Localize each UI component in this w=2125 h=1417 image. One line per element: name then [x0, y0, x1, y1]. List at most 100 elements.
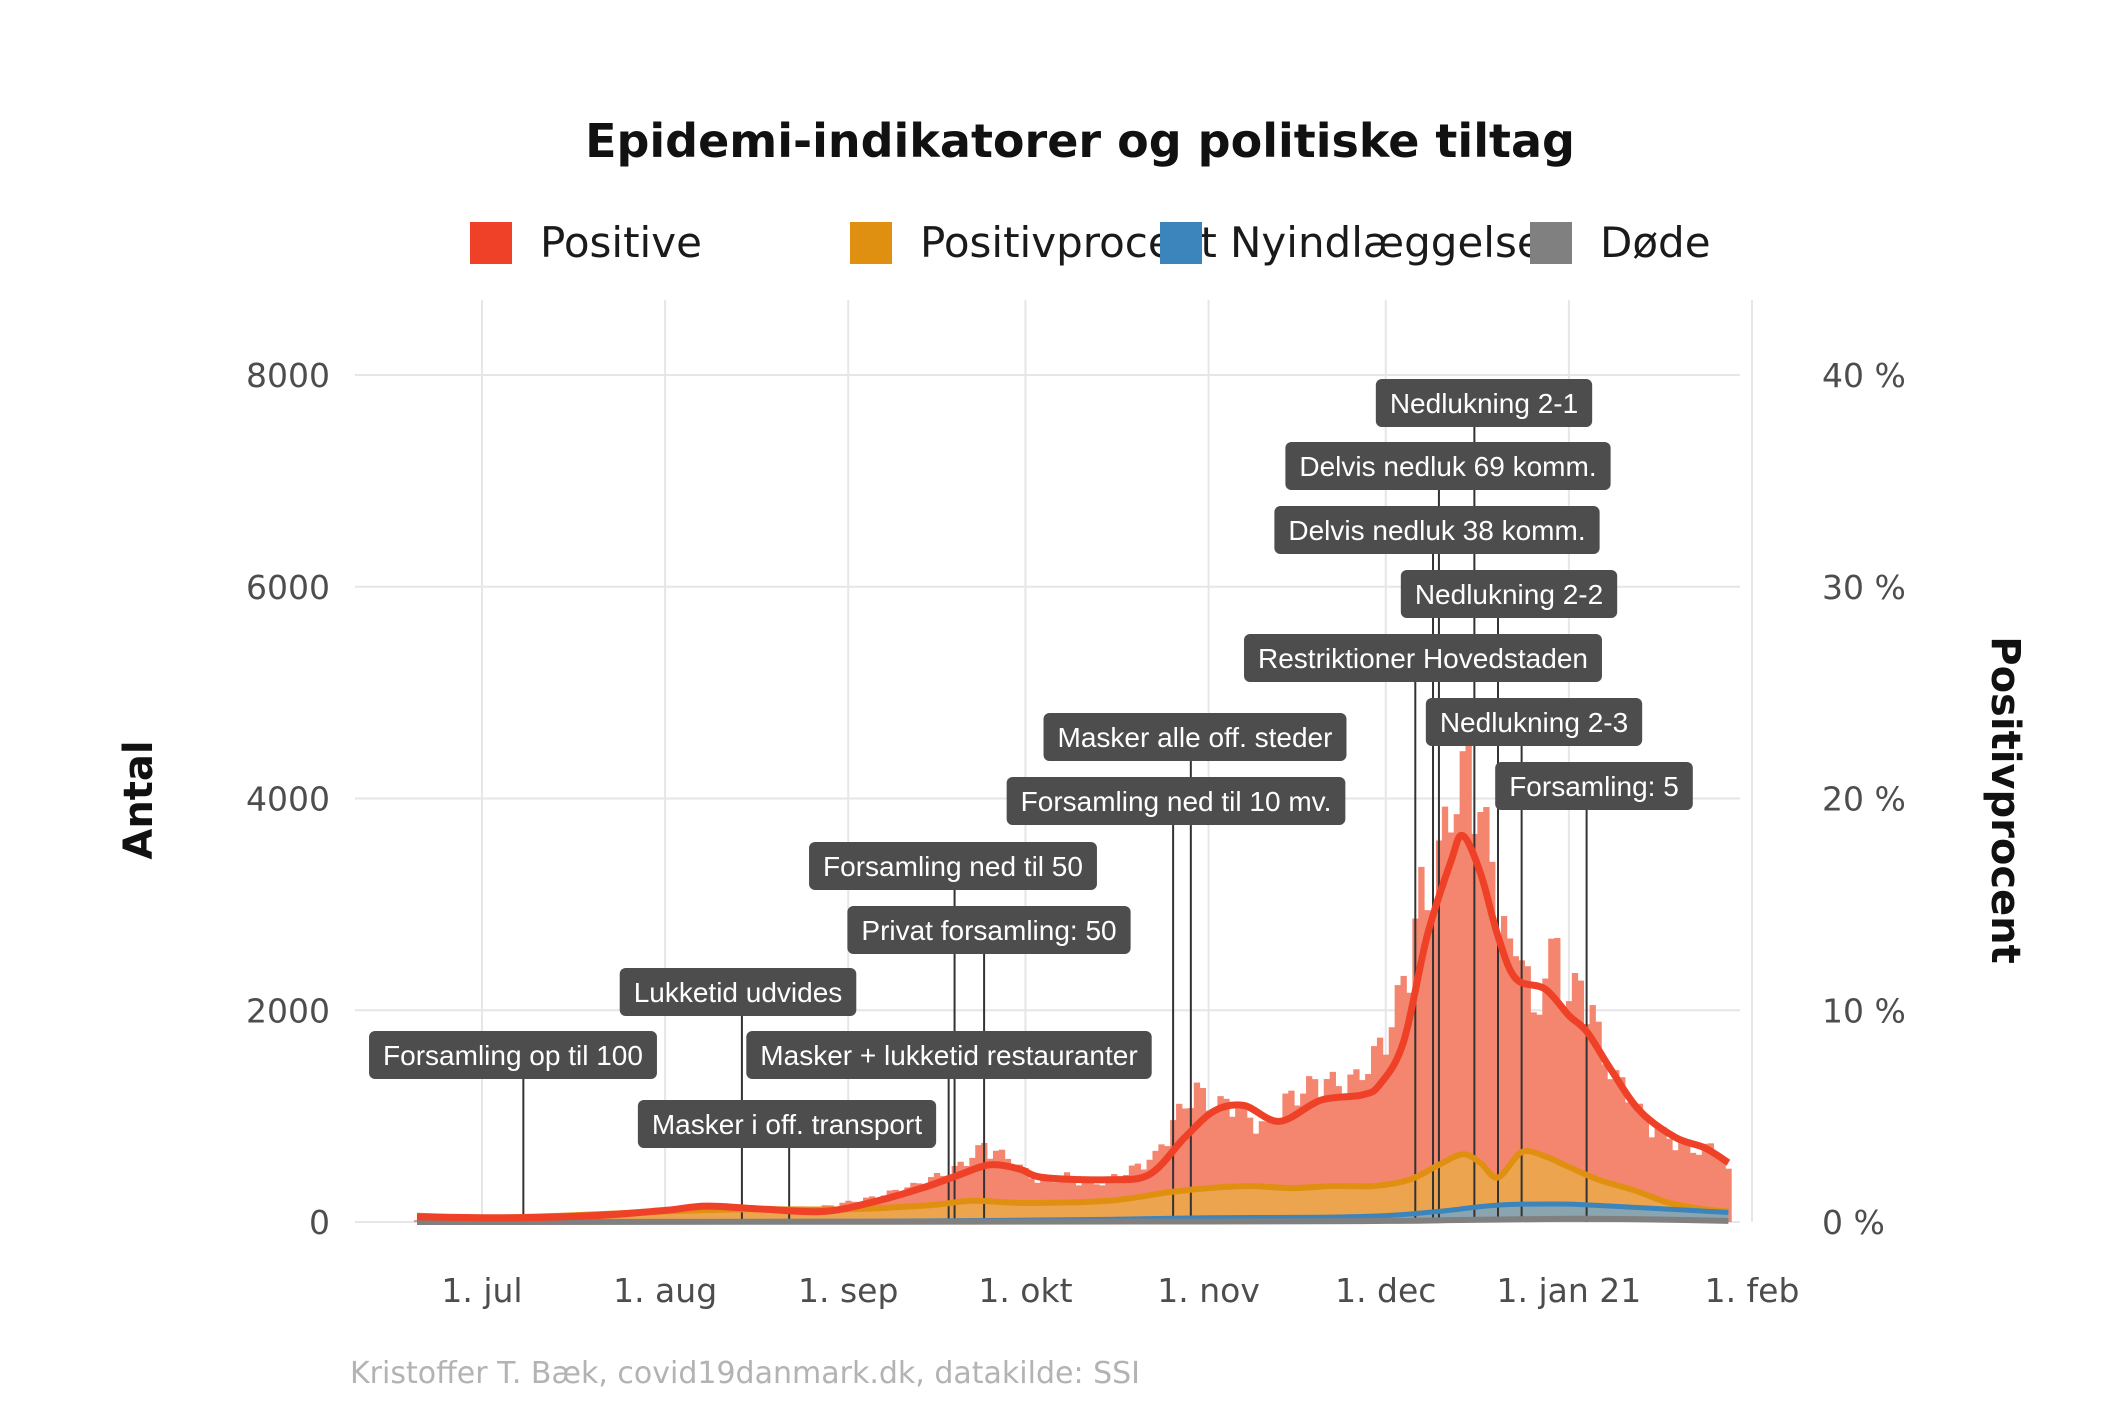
annotation-text: Delvis nedluk 69 komm. — [1299, 451, 1596, 482]
positive-bar — [969, 1157, 976, 1222]
positive-trend-line — [416, 832, 1731, 1222]
positive-bar — [1524, 966, 1531, 1222]
positive-bar — [1146, 1159, 1153, 1222]
legend-label-positive: Positive — [540, 218, 702, 267]
positive-bar — [1128, 1165, 1136, 1222]
y-tick-label: 0 — [309, 1203, 330, 1242]
positive-bar — [1619, 1077, 1626, 1222]
positive-bar — [998, 1149, 1006, 1222]
annotation-label: Masker alle off. steder — [1043, 713, 1347, 761]
y-right-tick-label: 20 % — [1822, 780, 1906, 819]
annotation-text: Privat forsamling: 50 — [861, 915, 1116, 946]
positive-bar — [1648, 1137, 1655, 1222]
positive-bar — [1477, 811, 1484, 1222]
positive-bar — [1394, 985, 1401, 1222]
positive-bar — [1506, 938, 1514, 1222]
positive-bar — [1376, 1037, 1384, 1222]
positive-bar — [1010, 1169, 1017, 1222]
positive-bar — [1453, 814, 1461, 1222]
positive-bar — [1347, 1074, 1354, 1222]
positive-bar — [1424, 910, 1431, 1222]
positive-bar — [1689, 1152, 1697, 1222]
y-right-tick-label: 10 % — [1822, 991, 1906, 1030]
positive-bar — [1288, 1090, 1295, 1222]
positive-bar — [1613, 1070, 1620, 1222]
positive-bar — [992, 1150, 1000, 1222]
positive-bar — [1241, 1103, 1248, 1222]
y-tick-label: 6000 — [246, 568, 330, 607]
positive-bar — [1016, 1164, 1023, 1222]
legend-key-positive — [470, 222, 512, 264]
annotation-box — [1006, 777, 1346, 825]
annotation-box — [1400, 570, 1618, 618]
annotation-text: Forsamling: 5 — [1509, 771, 1679, 802]
positivprocent-area — [417, 1150, 1729, 1222]
chart-title: Epidemi-indikatorer og politiske tiltag — [585, 114, 1575, 168]
series-lines — [416, 832, 1731, 1225]
annotation-labels: Forsamling op til 100 Masker i off. trans… — [369, 379, 1693, 1148]
positive-bar — [1512, 956, 1520, 1222]
x-tick-label: 1. jan 21 — [1497, 1271, 1642, 1310]
positive-bar — [939, 1175, 947, 1222]
annotation-label: Delvis nedluk 38 komm. — [1274, 506, 1600, 554]
positive-bar — [987, 1158, 994, 1222]
positive-bar — [1489, 861, 1496, 1222]
legend-label-nyindl-ggelser: Nyindlæggelser — [1230, 218, 1561, 267]
positive-bar — [1642, 1114, 1650, 1222]
annotation-label: Forsamling op til 100 — [369, 1031, 657, 1079]
positive-bar — [1069, 1176, 1077, 1222]
positive-bar — [1365, 1074, 1372, 1222]
series-areas — [417, 1150, 1729, 1222]
y-axis-left-ticks: 0 2000 4000 6000 8000 — [246, 356, 330, 1242]
y-right-tick-label: 30 % — [1822, 568, 1906, 607]
positive-bar — [1359, 1080, 1366, 1222]
annotation-box — [1495, 762, 1693, 810]
y-tick-label: 2000 — [246, 991, 330, 1030]
annotation-label: Forsamling: 5 — [1495, 762, 1693, 810]
positive-bar — [1040, 1176, 1047, 1222]
positive-bar — [1571, 972, 1579, 1222]
positive-bar — [1063, 1172, 1071, 1222]
positive-bar — [1701, 1143, 1709, 1222]
annotation-label: Forsamling ned til 10 mv. — [1006, 777, 1346, 825]
positive-bar — [1565, 1001, 1573, 1222]
positive-bar — [957, 1161, 964, 1222]
annotation-label: Nedlukning 2-1 — [1375, 379, 1593, 427]
positive-bar — [1607, 1079, 1614, 1222]
positive-bar — [1217, 1096, 1224, 1222]
positive-bar — [1577, 980, 1585, 1222]
annotation-text: Masker alle off. steder — [1058, 722, 1333, 753]
positive-bar — [1046, 1176, 1053, 1222]
positive-bar — [1684, 1141, 1691, 1222]
annotation-text: Forsamling op til 100 — [383, 1040, 643, 1071]
annotation-box — [619, 968, 857, 1016]
annotation-box — [1425, 698, 1643, 746]
positive-bar — [1560, 1007, 1567, 1222]
positive-bar — [1630, 1104, 1638, 1222]
annotation-label: Lukketid udvides — [619, 968, 857, 1016]
y-tick-label: 8000 — [246, 356, 330, 395]
positive-bar — [1341, 1098, 1348, 1222]
annotation-label: Restriktioner Hovedstaden — [1244, 634, 1602, 682]
annotation-box — [1274, 506, 1600, 554]
x-axis-ticks: 1. jul 1. aug 1. sep 1. okt 1. nov 1. dec 1. j… — [441, 1271, 1799, 1310]
annotation-label: Privat forsamling: 50 — [847, 906, 1131, 954]
positive-bar — [1371, 1046, 1378, 1222]
positive-bar — [1329, 1071, 1336, 1222]
annotation-text: Nedlukning 2-2 — [1415, 579, 1603, 610]
positive-bar — [1418, 866, 1425, 1222]
positive-bar — [1158, 1144, 1165, 1222]
positive-bar — [1660, 1127, 1667, 1222]
positive-bar — [1335, 1086, 1342, 1222]
positive-bar — [1725, 1168, 1732, 1222]
positive-bar — [1548, 938, 1555, 1222]
annotation-box — [1244, 634, 1602, 682]
doede-line — [416, 1215, 1729, 1225]
positive-bar — [1134, 1163, 1142, 1222]
positive-bar — [1276, 1118, 1283, 1222]
positive-bar — [1181, 1108, 1189, 1222]
positive-bar — [1246, 1117, 1254, 1222]
positive-bar — [1223, 1098, 1230, 1222]
nyindlaeggelser-area — [417, 1203, 1729, 1222]
